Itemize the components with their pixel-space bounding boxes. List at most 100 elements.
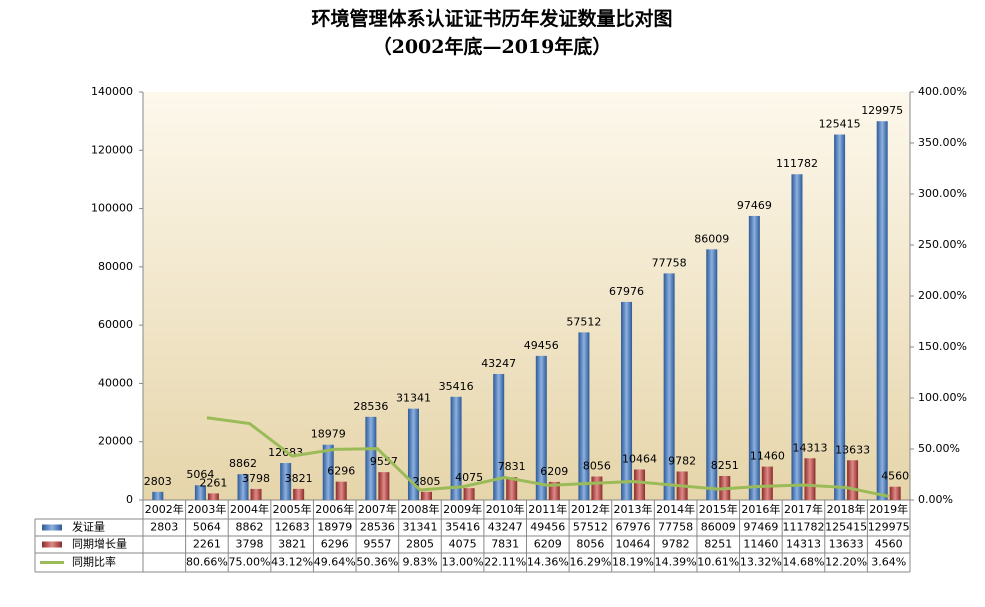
data-label: 8056 (583, 460, 611, 473)
legend-label: 同期增长量 (72, 537, 127, 551)
table-cell: 111782 (782, 521, 824, 534)
data-label: 57512 (566, 315, 601, 328)
table-cell: 13633 (829, 538, 864, 551)
bar (378, 472, 390, 500)
data-label: 7831 (498, 460, 526, 473)
data-label: 2803 (144, 475, 172, 488)
table-cell: 3821 (278, 538, 306, 551)
x-tick-label: 2002年 (145, 502, 184, 516)
table-cell: 125415 (825, 521, 867, 534)
table-cell: 11460 (743, 538, 778, 551)
data-label: 35416 (439, 380, 474, 393)
table-cell: 129975 (868, 521, 910, 534)
bar (748, 215, 760, 500)
bar (450, 396, 462, 500)
table-cell: 22.11% (484, 556, 526, 569)
y2-tick-label: 250.00% (918, 238, 967, 251)
table-cell: 97469 (743, 521, 778, 534)
table-cell: 50.36% (356, 556, 398, 569)
x-tick-label: 2016年 (741, 502, 780, 516)
y-tick-label: 140000 (91, 85, 133, 98)
bar (535, 355, 547, 500)
table-cell: 4075 (449, 538, 477, 551)
bar (250, 488, 262, 500)
x-tick-label: 2007年 (358, 502, 397, 516)
table-cell: 31341 (402, 521, 437, 534)
bar (407, 408, 419, 500)
table-cell: 2805 (406, 538, 434, 551)
table-cell: 9557 (363, 538, 391, 551)
legend-label: 同期比率 (72, 555, 116, 569)
y2-tick-label: 200.00% (918, 289, 967, 302)
bar (791, 174, 803, 500)
bar (847, 460, 859, 500)
y-tick-label: 80000 (98, 260, 133, 273)
table-cell: 8251 (704, 538, 732, 551)
y2-tick-label: 100.00% (918, 391, 967, 404)
table-cell: 3.64% (871, 556, 906, 569)
data-label: 5064 (186, 468, 214, 481)
y2-tick-label: 50.00% (918, 442, 960, 455)
table-cell: 43.12% (271, 556, 313, 569)
legend-swatch (42, 541, 62, 548)
x-tick-label: 2010年 (486, 502, 525, 516)
y-tick-label: 120000 (91, 143, 133, 156)
data-label: 28536 (353, 400, 388, 413)
data-label: 9782 (668, 454, 696, 467)
bar (634, 469, 646, 500)
table-cell: 77758 (658, 521, 693, 534)
bar (506, 477, 518, 500)
chart-title: 环境管理体系认证证书历年发证数量比对图 (311, 7, 672, 30)
data-label: 2261 (199, 476, 227, 489)
data-label: 111782 (776, 157, 818, 170)
data-label: 4075 (455, 471, 483, 484)
data-label: 13633 (835, 443, 870, 456)
table-cell: 12683 (275, 521, 310, 534)
chart-subtitle: （2002年底—2019年底） (373, 35, 612, 58)
table-cell: 18.19% (612, 556, 654, 569)
data-label: 43247 (481, 357, 516, 370)
bar (463, 488, 475, 500)
x-tick-label: 2006年 (315, 502, 354, 516)
table-cell: 80.66% (186, 556, 228, 569)
table-cell: 86009 (701, 521, 736, 534)
table-cell: 7831 (491, 538, 519, 551)
bar (834, 134, 846, 500)
table-cell: 43247 (488, 521, 523, 534)
data-label: 49456 (524, 339, 559, 352)
table-cell: 75.00% (229, 556, 271, 569)
table-cell: 14.36% (527, 556, 569, 569)
x-tick-label: 2011年 (528, 502, 567, 516)
table-cell: 6209 (534, 538, 562, 551)
table-cell: 8862 (236, 521, 264, 534)
x-tick-label: 2008年 (400, 502, 439, 516)
table-cell: 35416 (445, 521, 480, 534)
bar (548, 481, 560, 500)
bar (578, 332, 590, 500)
bar (876, 121, 888, 501)
table-cell: 14313 (786, 538, 821, 551)
table-cell: 2803 (150, 521, 178, 534)
data-label: 129975 (861, 104, 903, 117)
data-label: 86009 (694, 232, 729, 245)
table-cell: 49.64% (314, 556, 356, 569)
x-tick-label: 2017年 (784, 502, 823, 516)
y2-tick-label: 0.00% (918, 493, 953, 506)
bar (152, 491, 164, 500)
y-tick-label: 40000 (98, 376, 133, 389)
data-label: 6296 (327, 465, 355, 478)
bar (194, 485, 206, 500)
table-cell: 4560 (875, 538, 903, 551)
y-tick-label: 100000 (91, 202, 133, 215)
data-label: 97469 (737, 199, 772, 212)
x-tick-label: 2014年 (656, 502, 695, 516)
data-label: 8862 (229, 457, 257, 470)
line (206, 416, 889, 498)
table-cell: 9.83% (402, 556, 437, 569)
legend-label: 发证量 (72, 520, 105, 534)
bar (493, 373, 505, 500)
y2-tick-label: 400.00% (918, 85, 967, 98)
x-tick-label: 2012年 (571, 502, 610, 516)
y-tick-label: 0 (126, 493, 133, 506)
